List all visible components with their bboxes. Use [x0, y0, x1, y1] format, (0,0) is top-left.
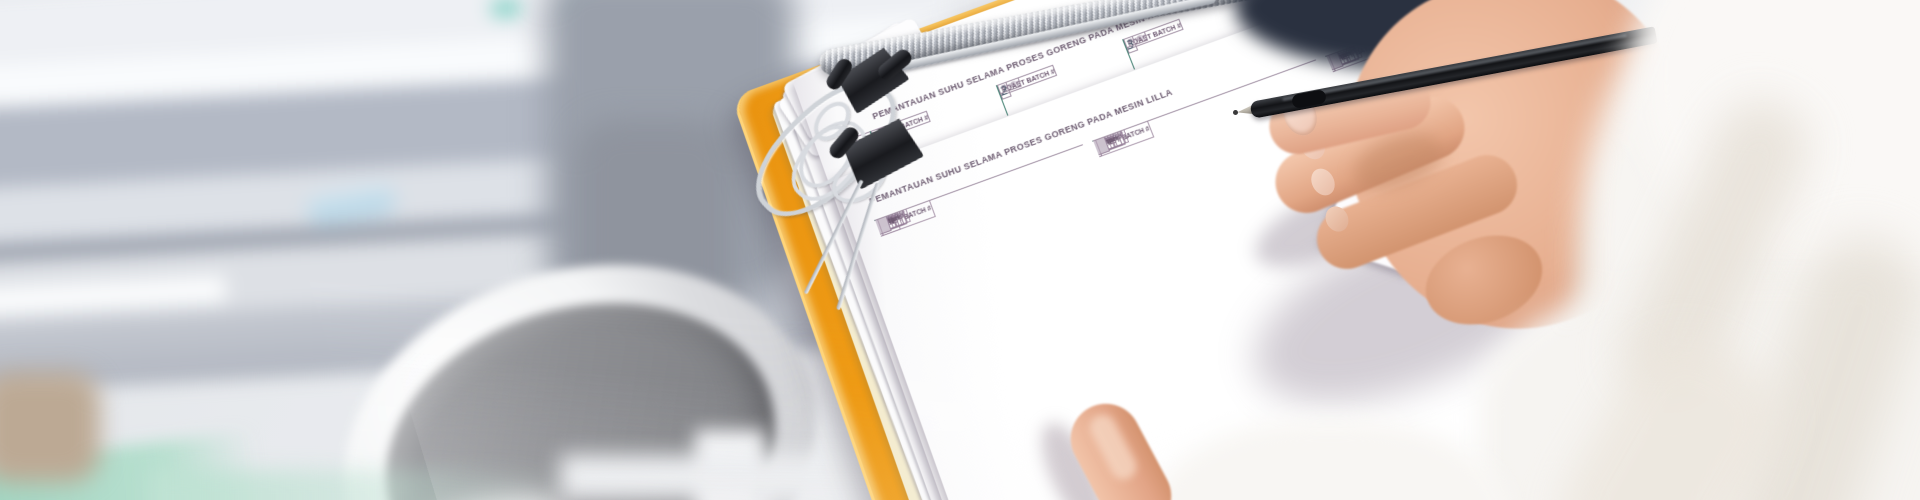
pen-ball-point — [1233, 110, 1238, 115]
tan-corner-blur — [0, 372, 100, 482]
